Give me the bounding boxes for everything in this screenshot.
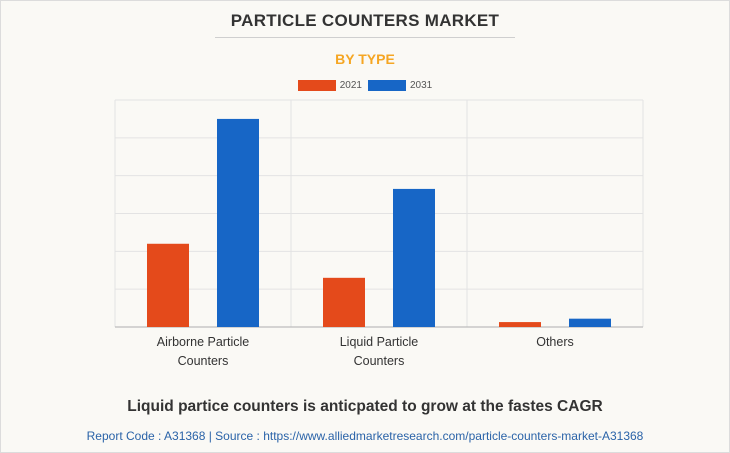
chart-headline: Liquid partice counters is anticpated to… xyxy=(127,398,603,415)
x-tick-label: Counters xyxy=(354,354,405,368)
source-line[interactable]: Report Code : A31368 | Source : https://… xyxy=(86,429,644,443)
bar-2021-2 xyxy=(323,277,365,327)
bar-2021-3 xyxy=(499,322,541,327)
bar-2031-3 xyxy=(569,318,611,327)
legend: 2021 2031 xyxy=(0,80,730,91)
legend-item-2021[interactable]: 2021 xyxy=(297,80,362,91)
legend-swatch-2021 xyxy=(297,80,336,91)
chart-title: PARTICLE COUNTERS MARKET xyxy=(230,11,500,30)
bar-2021-1 xyxy=(147,243,189,327)
legend-swatch-2031 xyxy=(368,80,406,91)
bar-2031-1 xyxy=(217,118,259,328)
legend-item-2031[interactable]: 2031 xyxy=(368,80,432,91)
bar-2031-2 xyxy=(393,188,435,327)
legend-label-2031: 2031 xyxy=(410,80,433,91)
x-tick-label: Others xyxy=(536,335,574,349)
x-tick-label: Counters xyxy=(178,354,229,368)
legend-label-2021: 2021 xyxy=(339,80,362,91)
x-tick-label: Liquid Particle xyxy=(340,335,419,349)
title-divider xyxy=(215,37,515,38)
x-tick-label: Airborne Particle xyxy=(157,335,249,349)
chart-subtitle: BY TYPE xyxy=(335,51,395,67)
